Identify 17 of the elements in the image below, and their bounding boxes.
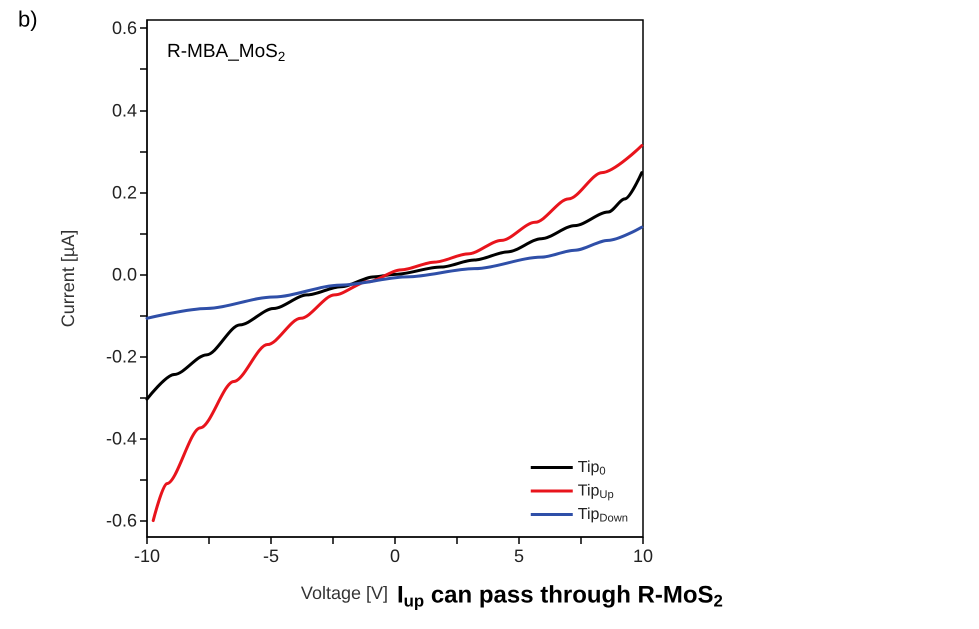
y-tick-label: -0.6 xyxy=(106,510,137,531)
text: b) xyxy=(18,6,38,32)
x-tick-label: 5 xyxy=(514,546,524,566)
y-tick-label: 0.6 xyxy=(112,18,137,38)
line-series xyxy=(146,226,644,320)
x-axis-title: Voltage [V] xyxy=(300,583,388,603)
x-tick-label: -5 xyxy=(262,546,280,566)
y-tick-label: 0.0 xyxy=(112,264,137,284)
y-tick-label: -0.2 xyxy=(106,346,137,366)
x-tick-label: -10 xyxy=(134,546,160,566)
x-tick-label: 10 xyxy=(632,546,654,566)
y-tick-label: 0.2 xyxy=(112,182,137,202)
line-series xyxy=(152,144,644,522)
y-tick-label: 0.4 xyxy=(112,100,137,120)
y-tick-label: -0.4 xyxy=(106,428,137,449)
y-axis-title: Current [µA] xyxy=(58,230,78,328)
x-tick-label: 0 xyxy=(390,546,400,566)
